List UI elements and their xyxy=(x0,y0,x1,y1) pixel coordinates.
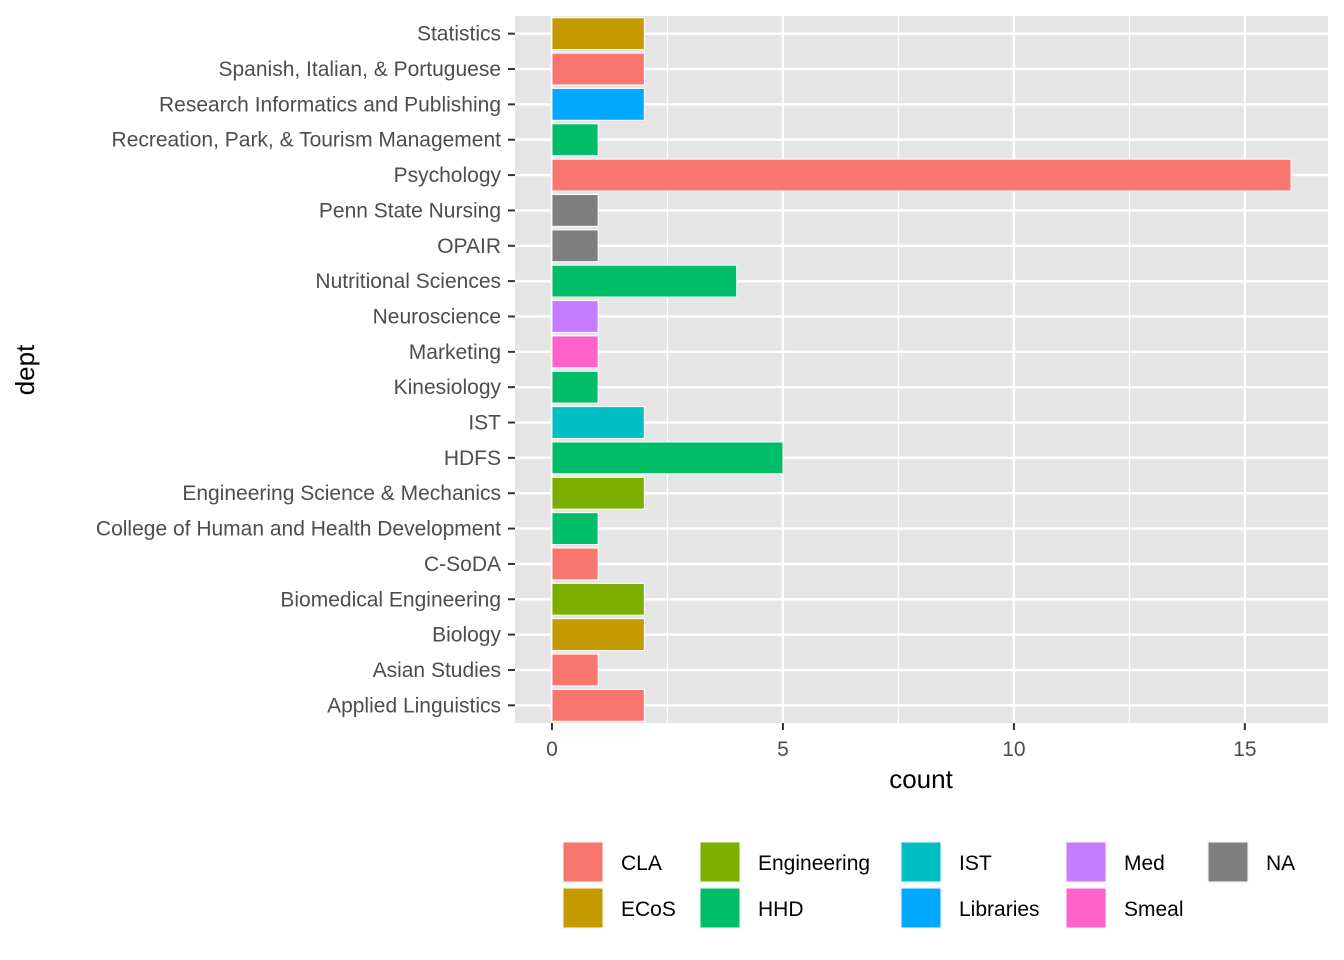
bar xyxy=(551,406,645,439)
legend-item: Med xyxy=(1065,841,1165,883)
y-tick-label: OPAIR xyxy=(437,235,501,258)
bar xyxy=(551,52,645,86)
legend-label: ECoS xyxy=(621,898,676,921)
legend-label: Smeal xyxy=(1124,898,1184,921)
y-tick-label: Spanish, Italian, & Portuguese xyxy=(218,58,501,81)
y-axis-title: dept xyxy=(10,344,40,395)
y-tick-label: Asian Studies xyxy=(373,659,501,682)
y-tick-label: Statistics xyxy=(417,23,501,46)
x-tick-label: 10 xyxy=(1002,738,1025,761)
legend-item: IST xyxy=(900,841,992,883)
bar xyxy=(551,547,599,581)
legend-item: HHD xyxy=(699,887,804,929)
y-tick-label: Recreation, Park, & Tourism Management xyxy=(112,129,502,152)
bar xyxy=(551,512,599,545)
y-tick-label: Biology xyxy=(432,624,501,647)
legend-item: Engineering xyxy=(699,841,870,883)
y-tick-label: Applied Linguistics xyxy=(327,694,501,717)
legend-item: ECoS xyxy=(562,887,676,929)
x-tick-label: 15 xyxy=(1233,738,1256,761)
legend-item: NA xyxy=(1207,841,1295,883)
y-tick-label: Nutritional Sciences xyxy=(315,270,501,293)
bar xyxy=(551,264,738,298)
bar xyxy=(551,17,645,51)
y-tick-label: Neuroscience xyxy=(373,305,501,328)
bar xyxy=(551,158,1292,192)
x-axis-title: count xyxy=(889,764,953,794)
legend-label: IST xyxy=(959,852,992,875)
legend-swatch xyxy=(562,841,604,883)
y-tick-label: Psychology xyxy=(394,164,502,187)
legend-item: CLA xyxy=(562,841,662,883)
legend-swatch xyxy=(562,887,604,929)
x-axis: 0 5 10 15 xyxy=(546,723,1257,761)
bar xyxy=(551,370,599,404)
legend-swatch xyxy=(900,841,942,883)
legend-swatch xyxy=(1065,841,1107,883)
y-tick-label: Penn State Nursing xyxy=(319,199,501,222)
legend-swatch xyxy=(900,887,942,929)
y-tick-label: IST xyxy=(468,412,501,435)
legend-swatch xyxy=(1065,887,1107,929)
y-axis: Applied Linguistics Asian Studies Biology B… xyxy=(96,23,515,717)
legend-label: NA xyxy=(1266,852,1295,875)
bar xyxy=(551,194,599,227)
bar xyxy=(551,582,645,616)
bar xyxy=(551,335,599,369)
y-tick-label: C-SoDA xyxy=(424,553,501,576)
legend: CLA ECoS Engineering HHD IST Libraries Med Smea… xyxy=(562,841,1295,929)
legend-label: Libraries xyxy=(959,898,1040,921)
legend-label: Med xyxy=(1124,852,1165,875)
legend-label: HHD xyxy=(758,898,804,921)
legend-swatch xyxy=(699,887,741,929)
legend-label: Engineering xyxy=(758,852,870,875)
bar xyxy=(551,688,645,722)
y-tick-label: Marketing xyxy=(409,341,501,364)
bar xyxy=(551,300,599,333)
legend-item: Libraries xyxy=(900,887,1040,929)
legend-label: CLA xyxy=(621,852,662,875)
x-tick-label: 0 xyxy=(546,738,558,761)
plot-panel xyxy=(515,16,1328,723)
legend-swatch xyxy=(699,841,741,883)
grid-minor xyxy=(666,16,1130,723)
y-tick-label: Research Informatics and Publishing xyxy=(159,93,501,116)
bar xyxy=(551,87,645,121)
bar xyxy=(551,441,784,475)
y-tick-label: Engineering Science & Mechanics xyxy=(182,482,501,505)
bar xyxy=(551,123,599,157)
x-tick-label: 5 xyxy=(777,738,789,761)
y-tick-label: Kinesiology xyxy=(394,376,502,399)
y-tick-label: College of Human and Health Development xyxy=(96,518,501,541)
legend-swatch xyxy=(1207,841,1249,883)
bars xyxy=(551,17,1292,722)
y-tick-label: HDFS xyxy=(444,447,501,470)
bar xyxy=(551,653,599,687)
bar xyxy=(551,476,645,510)
bar xyxy=(551,618,645,652)
bar xyxy=(551,229,599,263)
y-tick-label: Biomedical Engineering xyxy=(280,588,501,611)
legend-item: Smeal xyxy=(1065,887,1184,929)
